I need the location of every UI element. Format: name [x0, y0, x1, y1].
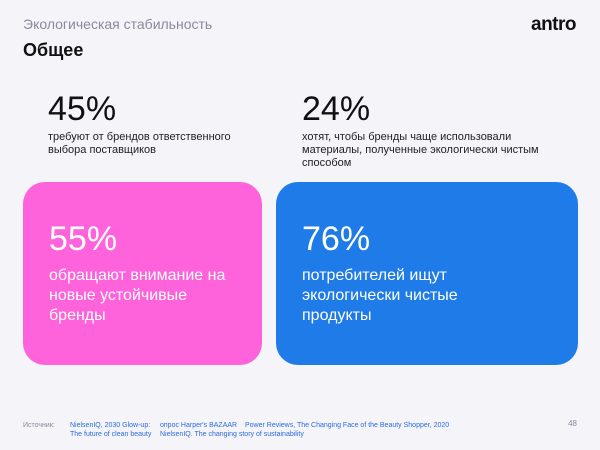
source-link[interactable]: NielsenIQ, 2030 Glow-up: The future of c… — [70, 422, 152, 438]
card-text: потребителей ищут экологически чистые пр… — [302, 267, 458, 324]
card: 76% потребителей ищут экологически чисты… — [276, 182, 578, 365]
card-text: обращают внимание на новые устойчивые бр… — [49, 267, 226, 324]
logo: antro — [531, 14, 577, 35]
card-value: 76% — [302, 220, 371, 258]
page-number: 48 — [568, 419, 577, 428]
source-label: Источник: — [23, 422, 55, 429]
subtitle: Экологическая стабильность — [23, 16, 213, 32]
source-link[interactable]: опрос Harper's BAZAAR — [160, 422, 238, 429]
stat-value: 24% — [302, 90, 371, 128]
source-link[interactable]: NielsenIQ. The changing story of sustain… — [160, 431, 304, 438]
card-value: 55% — [49, 220, 118, 258]
stat-text: требуют от брендов ответственного выбора… — [48, 131, 231, 156]
title: Общее — [23, 40, 84, 60]
stat-text: хотят, чтобы бренды чаще использовали ма… — [302, 131, 539, 169]
card: 55% обращают внимание на новые устойчивы… — [23, 182, 262, 365]
source-link[interactable]: Power Reviews, The Changing Face of the … — [245, 422, 450, 429]
stat-value: 45% — [48, 90, 117, 128]
